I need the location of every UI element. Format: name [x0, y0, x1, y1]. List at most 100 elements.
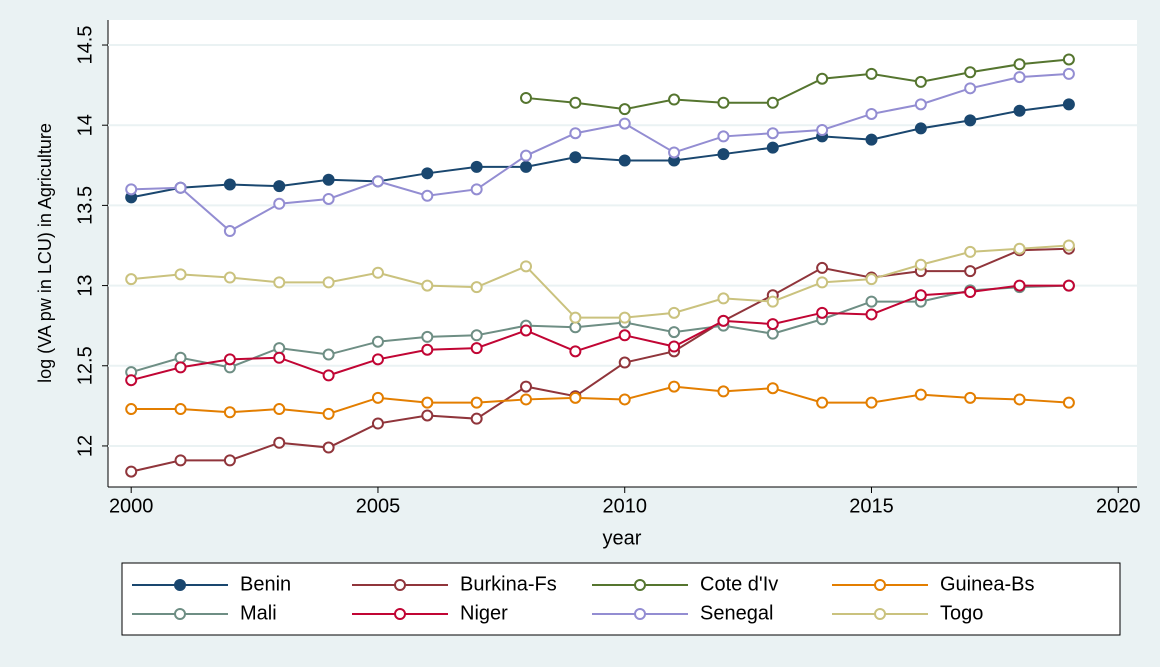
marker — [914, 75, 927, 88]
marker — [174, 268, 187, 281]
marker — [470, 412, 483, 425]
marker — [717, 96, 730, 109]
marker — [1062, 98, 1075, 111]
marker — [1062, 396, 1075, 409]
legend-label: Togo — [940, 602, 983, 624]
marker — [520, 393, 533, 406]
marker — [766, 295, 779, 308]
marker — [1062, 53, 1075, 66]
legend-marker — [174, 579, 186, 591]
marker — [470, 183, 483, 196]
marker — [964, 245, 977, 258]
marker — [618, 103, 631, 116]
marker — [766, 96, 779, 109]
marker — [1013, 58, 1026, 71]
legend-label: Mali — [240, 602, 277, 624]
marker — [273, 342, 286, 355]
marker — [668, 326, 681, 339]
marker — [964, 265, 977, 278]
marker — [914, 258, 927, 271]
marker — [816, 72, 829, 85]
y-tick-label: 13.5 — [74, 186, 96, 225]
marker — [273, 180, 286, 193]
x-tick-label: 2010 — [602, 495, 647, 517]
marker — [618, 311, 631, 324]
marker — [520, 160, 533, 173]
marker — [223, 353, 236, 366]
marker — [1062, 67, 1075, 80]
legend-label: Benin — [240, 573, 291, 595]
marker — [569, 96, 582, 109]
marker — [816, 276, 829, 289]
marker — [766, 382, 779, 395]
marker — [569, 345, 582, 358]
marker — [964, 82, 977, 95]
marker — [865, 295, 878, 308]
marker — [1013, 71, 1026, 84]
marker — [223, 454, 236, 467]
marker — [766, 127, 779, 140]
x-tick-label: 2000 — [109, 495, 154, 517]
marker — [371, 353, 384, 366]
marker — [618, 329, 631, 342]
y-tick-label: 12.5 — [74, 346, 96, 385]
series-line — [130, 284, 1069, 374]
marker — [668, 340, 681, 353]
marker — [322, 369, 335, 382]
marker — [717, 292, 730, 305]
marker — [421, 189, 434, 202]
marker — [865, 308, 878, 321]
legend-label: Burkina-Fs — [460, 573, 557, 595]
marker — [569, 127, 582, 140]
marker — [125, 465, 138, 478]
marker — [322, 407, 335, 420]
marker — [964, 66, 977, 79]
marker — [174, 361, 187, 374]
marker — [766, 327, 779, 340]
marker — [174, 454, 187, 467]
marker — [273, 403, 286, 416]
marker — [1013, 242, 1026, 255]
marker — [125, 183, 138, 196]
x-tick-label: 2015 — [849, 495, 894, 517]
marker — [865, 396, 878, 409]
y-tick-label: 14.5 — [74, 26, 96, 65]
marker — [668, 146, 681, 159]
series-line — [131, 72, 1069, 233]
series-line — [525, 58, 1069, 111]
marker — [470, 396, 483, 409]
legend-label: Niger — [460, 602, 508, 624]
marker — [569, 321, 582, 334]
marker — [174, 351, 187, 364]
marker — [125, 273, 138, 286]
marker — [470, 342, 483, 355]
marker — [865, 133, 878, 146]
marker — [569, 151, 582, 164]
marker — [125, 374, 138, 387]
marker — [371, 391, 384, 404]
plot-area — [108, 20, 1137, 487]
marker — [421, 396, 434, 409]
legend-marker — [174, 608, 186, 620]
marker — [569, 391, 582, 404]
legend-marker — [394, 579, 406, 591]
marker — [520, 91, 533, 104]
legend-marker — [874, 608, 886, 620]
marker — [371, 335, 384, 348]
marker — [322, 192, 335, 205]
marker — [816, 261, 829, 274]
marker — [322, 173, 335, 186]
marker — [421, 409, 434, 422]
marker — [174, 403, 187, 416]
marker — [816, 306, 829, 319]
legend-marker — [634, 579, 646, 591]
legend-label: Senegal — [700, 602, 773, 624]
marker — [569, 311, 582, 324]
marker — [174, 181, 187, 194]
marker — [1062, 239, 1075, 252]
series-line — [131, 244, 1069, 319]
marker — [223, 406, 236, 419]
marker — [421, 343, 434, 356]
marker — [668, 380, 681, 393]
